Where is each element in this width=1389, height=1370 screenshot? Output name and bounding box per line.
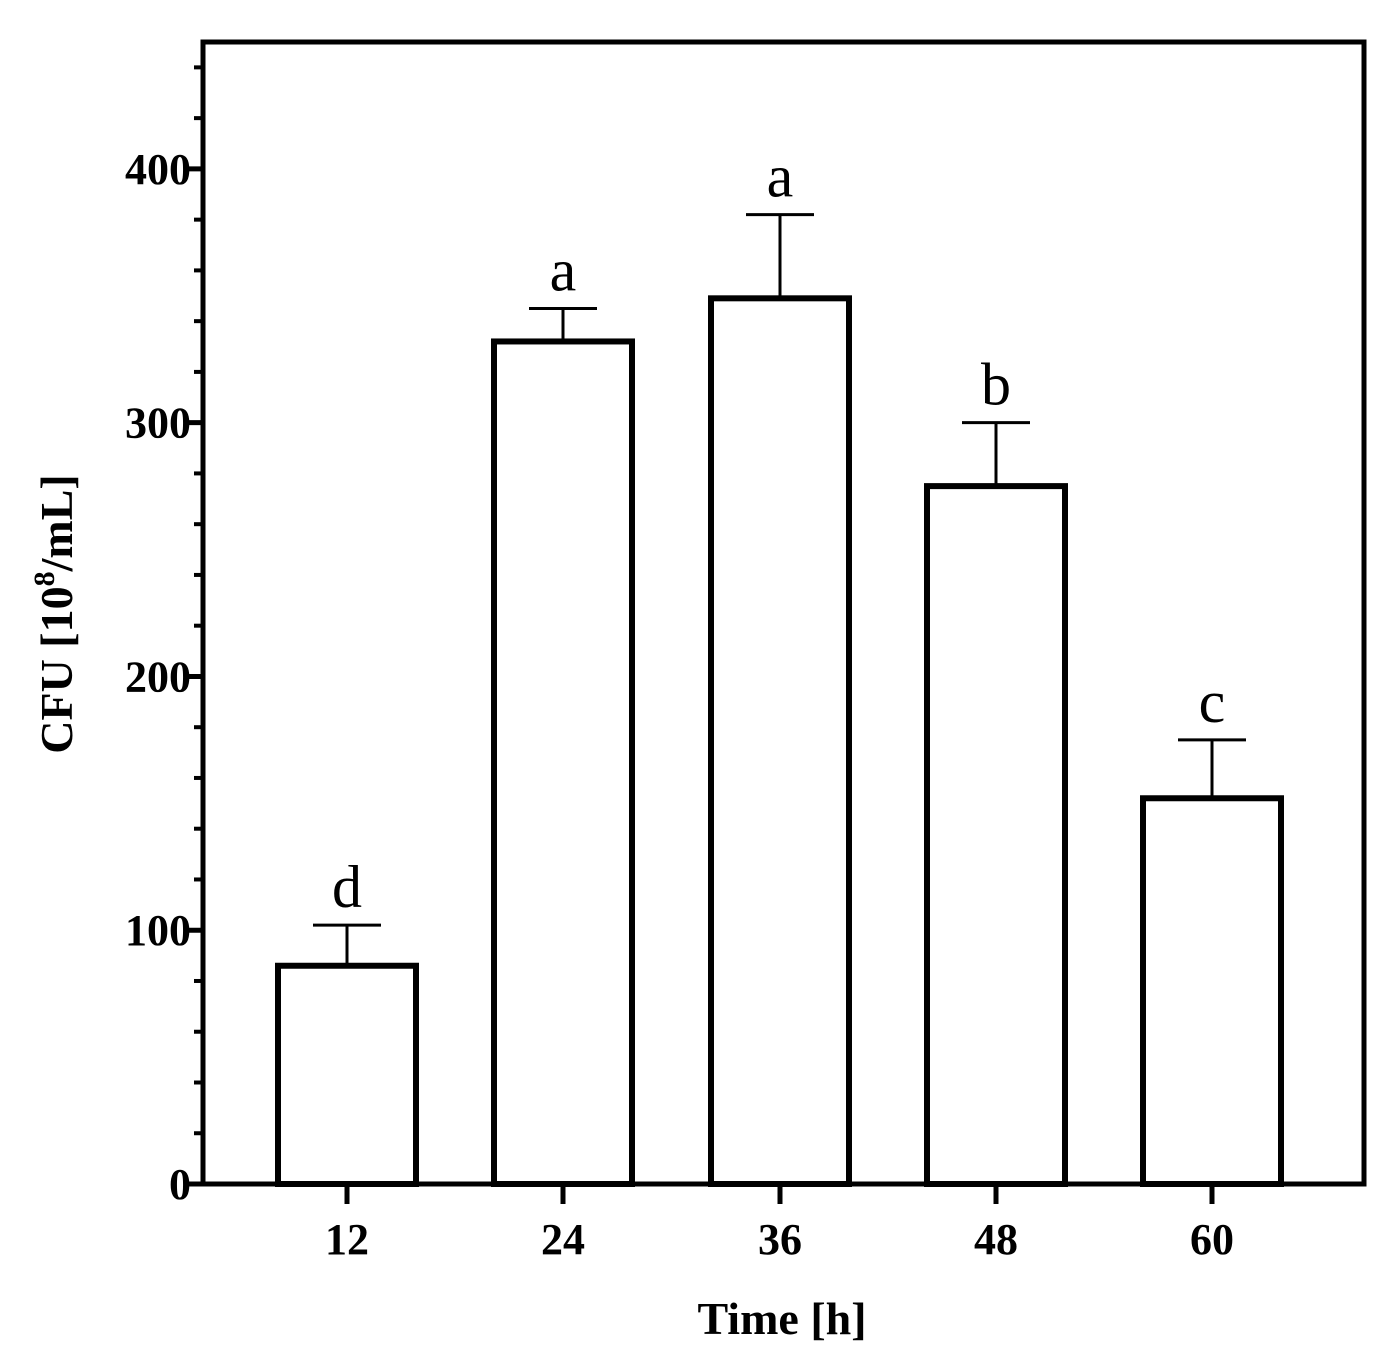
significance-label: d [332,854,362,920]
bar [491,338,635,1187]
error-bars [313,213,1246,966]
x-tick-label: 60 [1190,1215,1234,1264]
y-tick-labels: 0 100 200 300 400 [125,145,191,1209]
bar [275,962,419,1187]
y-tick-label: 400 [125,145,191,194]
y-minor-ticks [194,65,203,1136]
y-axis-title-superscript: 8 [28,571,61,586]
significance-label: a [767,144,794,210]
x-tick-labels: 12 24 36 48 60 [325,1215,1234,1264]
y-axis-title: CFU [108/mL] [28,474,82,753]
y-tick-label: 300 [125,399,191,448]
y-tick-label: 200 [125,652,191,701]
y-tick-label: 0 [169,1160,191,1209]
significance-labels: d a a b c [332,144,1225,921]
bar [924,483,1068,1188]
x-axis-title: Time [h] [697,1293,866,1344]
x-tick-label: 36 [758,1215,802,1264]
bars [275,295,1284,1188]
y-axis-title-suffix: /mL] [31,474,82,572]
y-axis-title-prefix: CFU [10 [31,586,82,753]
y-tick-label: 100 [125,906,191,955]
x-tick-label: 12 [325,1215,369,1264]
x-tick-label: 48 [974,1215,1018,1264]
y-major-ticks [185,166,203,1187]
x-tick-label: 24 [541,1215,585,1264]
bar [708,295,852,1187]
x-ticks [344,1184,1215,1204]
significance-label: b [981,352,1011,418]
bar [1140,795,1284,1187]
significance-label: c [1199,669,1226,735]
significance-label: a [550,237,577,303]
